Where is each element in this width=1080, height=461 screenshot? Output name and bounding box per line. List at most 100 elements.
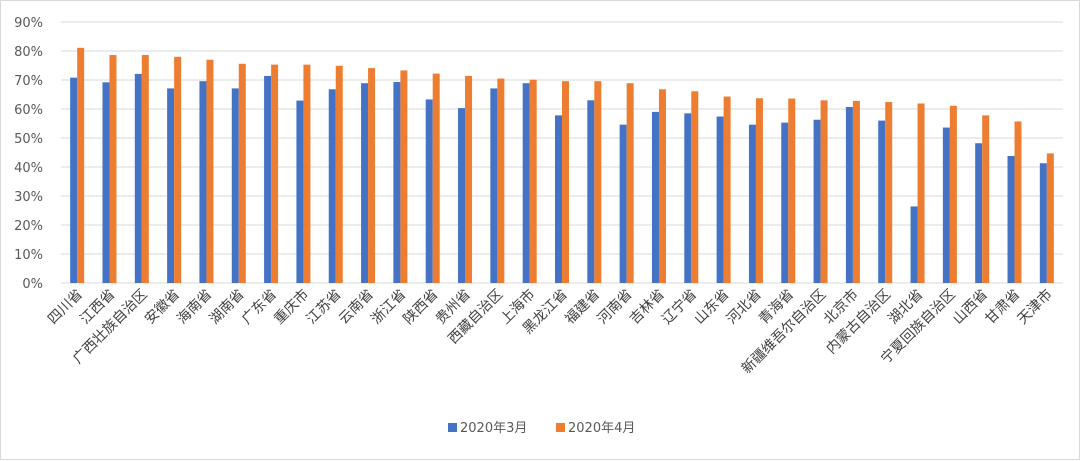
bar-april	[1046, 153, 1054, 283]
category-label: 四川省	[45, 287, 86, 328]
category-label: 湖南省	[207, 287, 248, 328]
bar-march	[1039, 163, 1047, 283]
y-tick-label: 60%	[14, 103, 43, 118]
bar-april	[1014, 121, 1022, 283]
bar-april	[465, 75, 473, 283]
category-label: 山西省	[950, 287, 991, 328]
bar-april	[982, 115, 990, 283]
bar-april	[303, 64, 311, 283]
bar-march	[781, 122, 789, 283]
category-label: 浙江省	[368, 287, 409, 328]
bar-march	[167, 88, 175, 283]
category-label: 河南省	[594, 287, 635, 328]
category-labels: 四川省江西省广西壮族自治区安徽省海南省湖南省广东省重庆市江苏省云南省浙江省陕西省…	[45, 286, 1056, 377]
y-tick-label: 30%	[14, 190, 43, 205]
y-tick-label: 0%	[22, 277, 43, 292]
legend: 2020年3月 2020年4月	[448, 421, 635, 436]
bar-march	[296, 100, 304, 283]
bar-april	[497, 78, 505, 283]
category-label: 海南省	[174, 287, 215, 328]
bar-april	[788, 98, 796, 283]
bar-march	[264, 75, 272, 283]
y-tick-label: 40%	[14, 161, 43, 176]
bar-march	[361, 83, 369, 283]
y-axis-tick-labels: 0% 10% 20% 30% 40% 50% 60% 70% 80% 90%	[14, 16, 43, 292]
bar-april	[885, 102, 893, 283]
category-label: 天津市	[1014, 286, 1056, 328]
y-tick-label: 20%	[14, 219, 43, 234]
bar-april	[755, 98, 763, 284]
bar-april	[626, 83, 634, 283]
bar-march	[651, 111, 659, 284]
bar-april	[917, 103, 925, 284]
bar-march	[975, 143, 983, 283]
bar-march	[555, 115, 562, 283]
bar-april	[141, 55, 149, 284]
category-label: 甘肃省	[982, 287, 1023, 328]
bar-april	[271, 64, 279, 283]
legend-swatch	[556, 423, 565, 432]
bar-march	[522, 83, 530, 283]
bar-march	[587, 100, 595, 283]
category-label: 陕西省	[401, 287, 442, 328]
bar-april	[77, 47, 85, 284]
category-label: 山东省	[691, 287, 732, 328]
legend-swatch	[448, 423, 457, 432]
bar-march	[748, 124, 756, 283]
bar-march	[1007, 155, 1015, 283]
y-tick-label: 70%	[14, 74, 43, 89]
y-tick-label: 50%	[14, 132, 43, 147]
bar-april	[368, 68, 376, 283]
category-label: 云南省	[336, 287, 377, 328]
bar-march	[684, 113, 692, 283]
bar-april	[949, 105, 957, 283]
bar-march	[70, 77, 78, 284]
bar-march	[458, 108, 466, 283]
bars	[70, 47, 1054, 284]
category-label: 安徽省	[142, 287, 183, 328]
bar-april	[206, 59, 214, 284]
bar-march	[231, 88, 239, 283]
y-tick-label: 90%	[14, 16, 43, 31]
category-label: 河北省	[724, 287, 765, 328]
bar-march	[619, 124, 627, 283]
category-label: 广东省	[239, 287, 280, 328]
legend-label: 2020年3月	[460, 421, 527, 436]
bar-march	[134, 73, 142, 283]
bar-april	[723, 96, 731, 283]
legend-label: 2020年4月	[568, 421, 635, 436]
bar-april	[432, 73, 440, 284]
bar-march	[845, 106, 853, 283]
bar-march	[328, 89, 336, 283]
bar-march	[910, 206, 918, 283]
bar-april	[529, 79, 537, 284]
bar-march	[425, 99, 433, 284]
bar-april	[400, 70, 408, 284]
bar-april	[594, 81, 602, 283]
bar-april	[658, 89, 666, 283]
bar-march	[942, 127, 950, 283]
bar-march	[490, 88, 498, 283]
bar-march	[199, 81, 207, 283]
category-label: 吉林省	[627, 287, 668, 328]
category-label: 重庆市	[271, 286, 313, 328]
bar-april	[174, 56, 182, 283]
bar-march	[393, 82, 401, 283]
y-tick-label: 80%	[14, 45, 43, 60]
bar-april	[109, 55, 117, 284]
bar-march	[102, 82, 110, 283]
bar-march	[813, 119, 821, 283]
bar-april	[238, 63, 246, 284]
bar-march	[716, 116, 724, 283]
bar-april	[691, 91, 699, 283]
category-label: 辽宁省	[658, 286, 700, 328]
y-tick-label: 10%	[14, 248, 43, 263]
bar-april	[562, 81, 569, 283]
bar-april	[852, 100, 860, 283]
category-label: 福建省	[562, 287, 603, 328]
bar-april	[335, 65, 343, 283]
bar-march	[878, 120, 886, 283]
bar-april	[820, 100, 828, 283]
